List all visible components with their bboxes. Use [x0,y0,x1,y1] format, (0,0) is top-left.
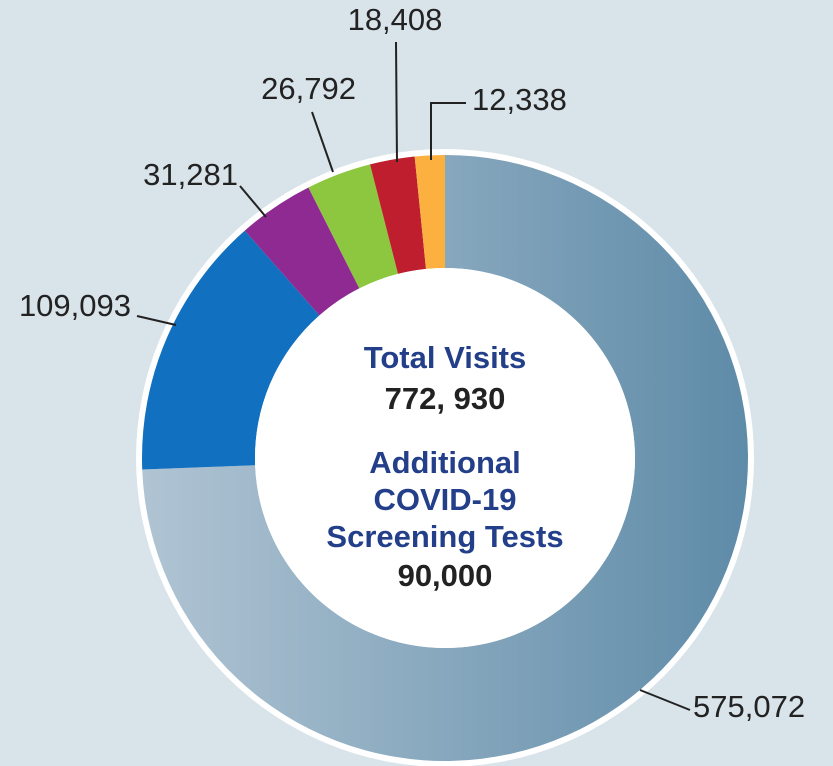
data-label: 575,072 [693,689,805,724]
donut-slice [370,156,426,274]
data-label: 12,338 [472,82,567,117]
data-label: 31,281 [143,157,238,192]
center-subtitle: Additional [369,445,521,480]
donut-slice [142,155,749,761]
center-total: 772, 930 [385,381,506,416]
center-subtitle: COVID-19 [374,482,517,517]
data-label: 26,792 [261,71,356,106]
donut-slice [308,164,399,289]
donut-slice [414,155,445,269]
leader-line [395,41,398,163]
center-subtitle: Screening Tests [326,519,563,554]
center-tests: 90,000 [398,558,493,593]
donut-slice [142,230,320,470]
data-label: 109,093 [19,288,131,323]
leader-line [639,689,691,711]
donut-hole [255,268,635,648]
data-label: 18,408 [348,2,443,37]
leader-line [430,102,466,160]
leader-line [239,185,267,218]
leader-line [311,111,334,173]
center-title: Total Visits [364,340,527,375]
leader-line [136,315,177,326]
donut-slice [244,187,360,316]
